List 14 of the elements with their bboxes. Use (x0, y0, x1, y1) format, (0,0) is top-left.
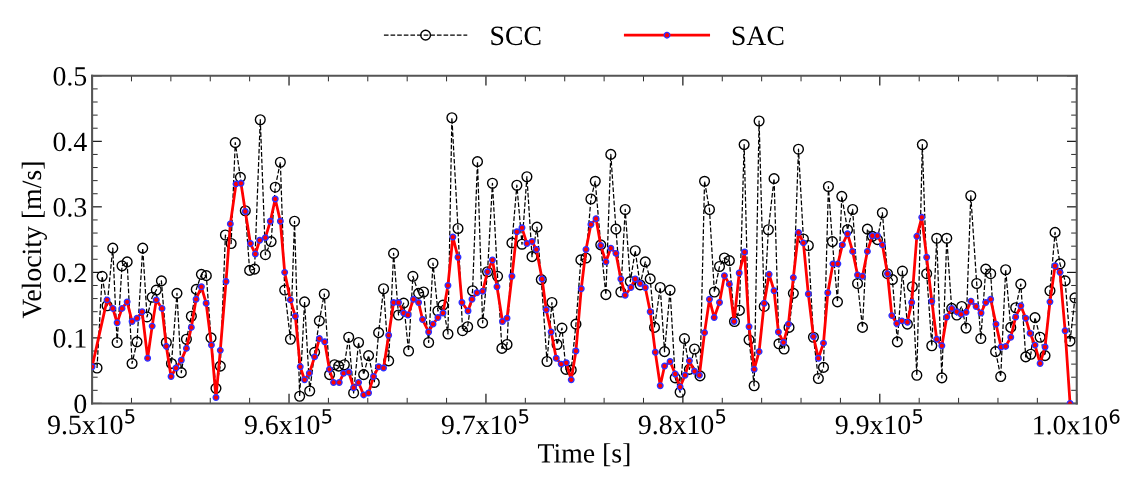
x-tick-label: 9.7x10$^{5}$ (441, 409, 529, 435)
y-axis-title: Velocity [m/s] (21, 162, 47, 319)
y-tick-label: 0.1 (53, 329, 86, 348)
y-tick-label: 0.3 (53, 198, 87, 217)
y-tick-label: 0.2 (53, 263, 86, 283)
y-tick-label: 0.5 (53, 66, 87, 86)
x-tick-label: 1.0x10$^{6}$ (1034, 409, 1120, 435)
x-tick-label: 9.8x10$^{5}$ (638, 409, 726, 435)
legend-label: SAC (732, 26, 784, 46)
x-tick-label: 9.6x10$^{5}$ (244, 409, 332, 435)
x-tick-label: 9.9x10$^{5}$ (835, 409, 923, 435)
legend-label: SCC (491, 26, 541, 46)
x-axis-title: Time [s] (537, 443, 630, 467)
y-tick-label: 0.4 (53, 132, 87, 152)
